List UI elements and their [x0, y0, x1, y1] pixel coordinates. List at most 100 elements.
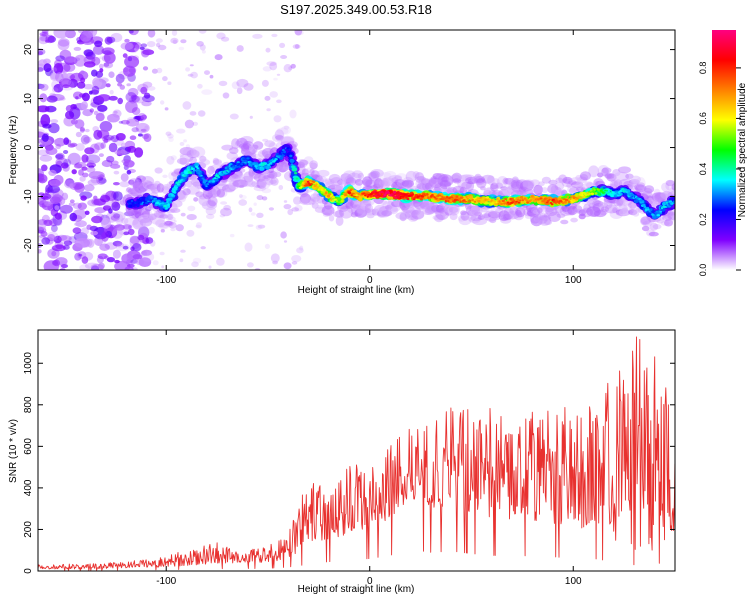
spectrogram-cell [519, 196, 524, 199]
spectrogram-cell [147, 213, 157, 221]
spectrogram-cell [509, 197, 512, 200]
spectrogram-cell [577, 176, 588, 184]
spectrogram-cell [124, 38, 130, 43]
spectrogram-cell [490, 183, 498, 190]
spectrogram-cell [83, 184, 95, 192]
spectrogram-cell [129, 235, 140, 245]
spectrogram-cell [74, 161, 87, 169]
spectrogram-cell [119, 180, 130, 188]
spectrogram-cell [299, 159, 309, 166]
spectrogram-cell [166, 201, 169, 203]
spectrogram-cell [145, 201, 149, 205]
spectrogram-cell [113, 170, 120, 175]
spectrogram-cell [537, 207, 543, 214]
spectrogram-cell [69, 212, 78, 222]
spectrogram-cell [223, 172, 227, 175]
spectrogram-cell [171, 193, 174, 197]
spectrogram-cell [324, 191, 328, 194]
spectrogram-cell [131, 127, 139, 133]
spectrogram-cell [425, 202, 439, 213]
spectrogram-cell [194, 164, 197, 167]
spectrogram-cell [498, 200, 501, 203]
colorbar-tick-label: 0.6 [698, 112, 708, 125]
spectrogram-cell [142, 66, 149, 71]
spectrogram-cell [381, 210, 393, 217]
spectrogram-cell [262, 138, 269, 142]
spectrogram-cell [238, 165, 241, 169]
spectrogram-cell [80, 70, 85, 75]
spectrogram-cell [357, 172, 364, 180]
spectrogram-cell [548, 198, 551, 201]
spectrogram-cell [86, 224, 92, 230]
spectrogram-cell [90, 265, 100, 270]
spectrogram-cell [38, 139, 52, 146]
spectrogram-cell [336, 197, 340, 201]
spectrogram-cell [501, 199, 506, 203]
spectrogram-cell [501, 214, 511, 221]
spectrogram-cell [50, 119, 59, 124]
spectrogram-cell [282, 163, 289, 171]
spectrogram-cell [133, 96, 145, 104]
spectrogram-cell [240, 163, 244, 166]
spectrogram-cell [481, 213, 491, 219]
spectrogram-cell [411, 210, 425, 220]
spectrogram-cell [303, 156, 314, 165]
spectrogram-cell [316, 176, 328, 183]
spectrogram-cell [266, 61, 277, 66]
spectrogram-cell [129, 204, 133, 207]
spectrogram-cell [128, 178, 141, 187]
spectrogram-cell [569, 197, 572, 200]
spectrogram-cell [656, 219, 665, 224]
spectrogram-cell [41, 30, 49, 34]
spectrogram-cell [260, 166, 265, 171]
spectrogram-cell [588, 165, 599, 178]
spectrogram-cell [373, 178, 384, 191]
spectrogram-cell [159, 223, 169, 229]
spectrogram-cell [338, 201, 342, 204]
spectrogram-cell [49, 179, 62, 187]
spectrogram-cell [566, 206, 576, 216]
spectrogram-cell [69, 183, 74, 188]
spectrogram-cell [133, 182, 146, 193]
spectrogram-cell [395, 212, 411, 220]
spectrogram-cell [82, 172, 89, 178]
spectrogram-cell [73, 91, 83, 100]
spectrogram-cell [139, 218, 153, 227]
spectrogram-cell [465, 195, 468, 199]
spectrogram-cell [326, 194, 331, 198]
spectrogram-cell [82, 109, 93, 117]
spectrogram-cell [617, 200, 626, 206]
spectrogram-cell [517, 201, 521, 204]
spectrogram-cell [163, 204, 167, 208]
spectrogram-cell [236, 45, 244, 52]
spectrogram-cell [151, 68, 158, 74]
spectrogram-cell [344, 175, 355, 185]
spectrogram-cell [444, 199, 447, 203]
spectrogram-cell [400, 210, 413, 218]
spectrogram-cell [553, 187, 562, 195]
spectrogram-cell [245, 160, 249, 163]
spectrogram-cell [442, 197, 447, 200]
spectrogram-cell [167, 81, 172, 85]
spectrogram-cell [155, 219, 166, 228]
spectrogram-cell [367, 172, 377, 180]
spectrogram-cell [189, 171, 193, 175]
spectrogram-cell [38, 51, 44, 55]
spectrogram-cell [109, 89, 114, 95]
spectrogram-cell [290, 163, 294, 166]
spectrogram-cell [185, 67, 191, 72]
spectrogram-cell [366, 212, 375, 219]
spectrogram-cell [103, 61, 114, 69]
spectrogram-cell [568, 180, 577, 185]
spectrogram-cell [310, 182, 313, 186]
spectrogram-cell [124, 160, 135, 168]
spectrogram-cell [639, 199, 643, 202]
spectrogram-cell [159, 214, 169, 219]
spectrogram-cell [124, 55, 140, 68]
spectrogram-cell [376, 179, 385, 189]
spectrogram-cell [162, 174, 168, 178]
spectrogram-cell [156, 201, 160, 205]
spectrogram-cell [167, 133, 174, 139]
spectrogram-ytick-label: 10 [23, 93, 34, 105]
